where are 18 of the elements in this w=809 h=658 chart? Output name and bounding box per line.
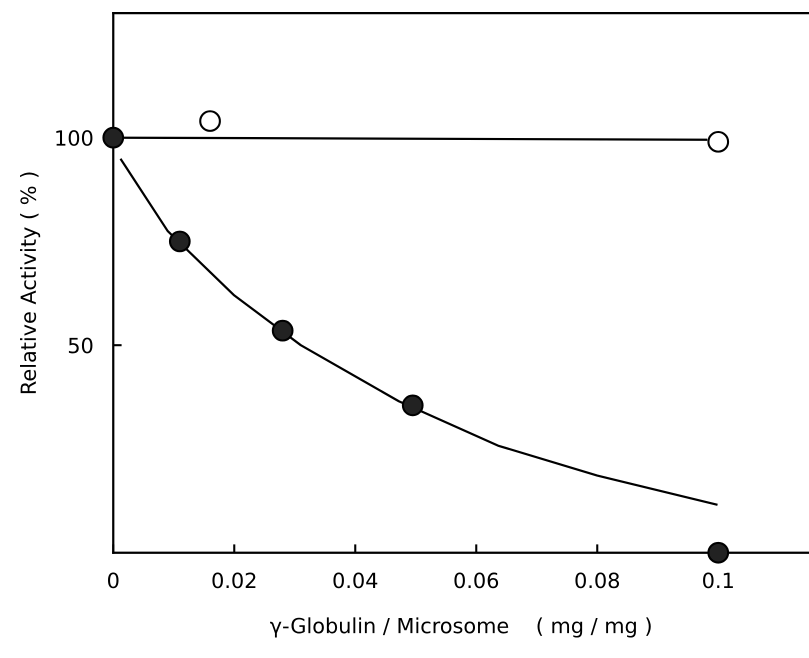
point xyxy=(168,230,191,252)
point xyxy=(272,320,294,342)
x-tick-label: 0.1 xyxy=(703,572,733,588)
x-tick-label: 0.02 xyxy=(212,572,256,588)
y-axis-title: Relative Activity ( % ) xyxy=(20,172,40,394)
x-axis-title: γ-Globulin / Microsome ( mg / mg ) xyxy=(270,617,651,638)
point xyxy=(402,394,424,416)
point xyxy=(707,542,730,564)
point xyxy=(707,130,730,153)
x-tick-label: 0.08 xyxy=(575,572,620,588)
x-tick-label: 0.04 xyxy=(333,572,378,588)
y-tick-label: 50 xyxy=(68,338,92,354)
line-series xyxy=(120,158,718,506)
point xyxy=(102,126,124,149)
y-tick-label: 100 xyxy=(56,130,92,146)
x-tick-label: 0.06 xyxy=(454,572,498,588)
x-tick-label: 0 xyxy=(108,572,119,588)
point xyxy=(199,110,221,132)
